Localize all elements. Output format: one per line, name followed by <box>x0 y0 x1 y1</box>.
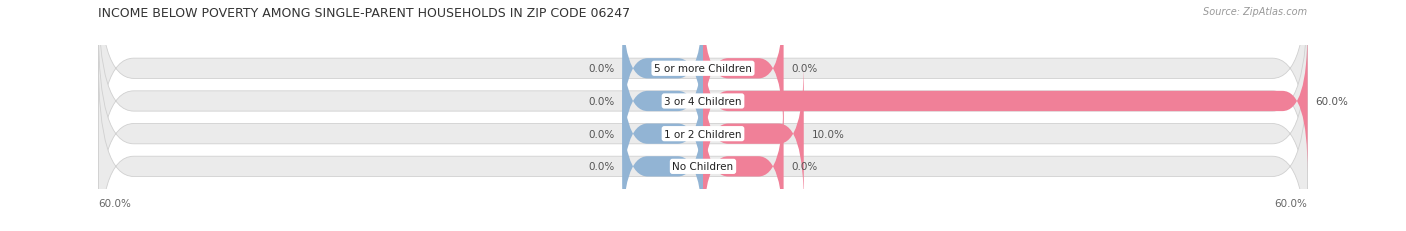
Text: 0.0%: 0.0% <box>792 162 818 172</box>
Text: INCOME BELOW POVERTY AMONG SINGLE-PARENT HOUSEHOLDS IN ZIP CODE 06247: INCOME BELOW POVERTY AMONG SINGLE-PARENT… <box>98 7 630 20</box>
Text: 10.0%: 10.0% <box>811 129 845 139</box>
Text: 0.0%: 0.0% <box>588 162 614 172</box>
Text: 0.0%: 0.0% <box>588 64 614 74</box>
FancyBboxPatch shape <box>703 0 783 140</box>
FancyBboxPatch shape <box>623 0 703 140</box>
Text: No Children: No Children <box>672 162 734 172</box>
FancyBboxPatch shape <box>98 0 1308 205</box>
FancyBboxPatch shape <box>623 95 703 231</box>
FancyBboxPatch shape <box>623 30 703 173</box>
FancyBboxPatch shape <box>703 63 804 205</box>
FancyBboxPatch shape <box>98 0 1308 173</box>
Text: 60.0%: 60.0% <box>98 198 131 208</box>
Text: 0.0%: 0.0% <box>588 129 614 139</box>
FancyBboxPatch shape <box>703 30 1308 173</box>
FancyBboxPatch shape <box>623 63 703 205</box>
Text: 5 or more Children: 5 or more Children <box>654 64 752 74</box>
Text: 3 or 4 Children: 3 or 4 Children <box>664 97 742 106</box>
Text: 0.0%: 0.0% <box>792 64 818 74</box>
Text: 60.0%: 60.0% <box>1275 198 1308 208</box>
Text: 60.0%: 60.0% <box>1316 97 1348 106</box>
Text: 1 or 2 Children: 1 or 2 Children <box>664 129 742 139</box>
Text: 0.0%: 0.0% <box>588 97 614 106</box>
FancyBboxPatch shape <box>98 63 1308 231</box>
FancyBboxPatch shape <box>98 30 1308 231</box>
Text: Source: ZipAtlas.com: Source: ZipAtlas.com <box>1204 7 1308 17</box>
FancyBboxPatch shape <box>703 95 783 231</box>
